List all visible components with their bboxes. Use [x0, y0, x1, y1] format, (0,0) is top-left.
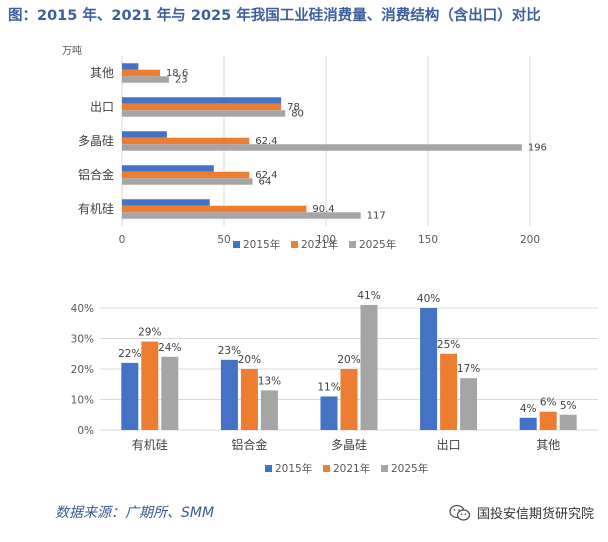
- bar-1: [122, 103, 282, 111]
- bar-2: [122, 144, 522, 151]
- data-label: 5%: [560, 400, 577, 412]
- data-label: 6%: [540, 397, 557, 409]
- data-label: 117: [367, 210, 386, 221]
- x-tick-label: 150: [418, 234, 438, 246]
- bar-0: [122, 63, 139, 70]
- data-label: 23: [175, 74, 188, 85]
- y-tick-label: 20%: [71, 364, 94, 376]
- consumption-structure-chart: 0%10%20%30%40%有机硅22%29%24%铝合金23%20%13%多晶…: [71, 290, 598, 475]
- legend-swatch-2: [381, 465, 388, 472]
- x-tick-label: 50: [217, 234, 230, 246]
- bar-0: [220, 359, 238, 430]
- bar-1: [122, 69, 160, 77]
- bar-0: [320, 396, 338, 430]
- bar-2: [460, 378, 478, 430]
- bar-1: [122, 137, 250, 145]
- unit-label: 万吨: [62, 44, 82, 57]
- legend-swatch-0: [265, 465, 272, 472]
- bar-1: [440, 353, 458, 430]
- data-label: 196: [528, 142, 547, 153]
- bar-0: [121, 362, 139, 430]
- bar-2: [122, 76, 169, 83]
- legend-label-0: 2015年: [275, 462, 312, 475]
- bar-0: [122, 199, 210, 206]
- bar-2: [122, 212, 361, 219]
- data-label: 64: [259, 176, 272, 187]
- data-label: 20%: [337, 354, 360, 366]
- category-label: 其他: [536, 438, 560, 452]
- data-label: 20%: [238, 354, 261, 366]
- bar-1: [340, 369, 358, 430]
- category-label: 出口: [437, 438, 461, 452]
- bar-1: [122, 171, 250, 179]
- category-label: 有机硅: [78, 202, 114, 216]
- data-label: 23%: [218, 345, 241, 357]
- bar-2: [360, 304, 378, 430]
- y-tick-label: 10%: [71, 395, 94, 407]
- category-label: 铝合金: [231, 437, 267, 452]
- data-label: 29%: [138, 327, 161, 339]
- legend-swatch-0: [233, 241, 240, 248]
- bar-2: [161, 356, 179, 430]
- data-label: 18.6: [166, 68, 188, 79]
- legend-label-0: 2015年: [243, 238, 280, 251]
- data-label: 78: [287, 102, 300, 113]
- bar-2: [122, 110, 286, 117]
- bar-1: [539, 411, 557, 430]
- bar-0: [420, 308, 438, 430]
- legend-swatch-2: [349, 241, 356, 248]
- data-label: 40%: [417, 293, 440, 305]
- page-title: 图：2015 年、2021 年与 2025 年我国工业硅消费量、消费结构（含出口…: [8, 8, 541, 24]
- legend-label-2: 2025年: [391, 462, 428, 475]
- data-source: 数据来源：广期所、SMM: [55, 505, 215, 521]
- bar-1: [122, 205, 307, 213]
- data-label: 25%: [437, 339, 460, 351]
- watermark-text: 国投安信期货研究院: [476, 507, 594, 522]
- bar-2: [559, 414, 577, 430]
- data-label: 80: [291, 108, 304, 119]
- category-label: 多晶硅: [331, 438, 367, 452]
- y-tick-label: 30%: [71, 334, 94, 346]
- legend-label-2: 2025年: [359, 238, 396, 251]
- data-label: 13%: [258, 375, 281, 387]
- bar-1: [141, 341, 159, 430]
- bar-0: [122, 165, 214, 172]
- legend-label-1: 2021年: [301, 238, 338, 251]
- legend-swatch-1: [291, 241, 298, 248]
- data-label: 22%: [118, 348, 141, 360]
- data-label: 4%: [520, 403, 537, 415]
- category-label: 有机硅: [132, 438, 168, 452]
- data-label: 41%: [357, 290, 380, 302]
- category-label: 铝合金: [78, 167, 114, 182]
- y-tick-label: 0%: [77, 425, 94, 437]
- x-tick-label: 0: [119, 234, 126, 246]
- data-label: 24%: [158, 342, 181, 354]
- legend-label-1: 2021年: [333, 462, 370, 475]
- data-label: 17%: [457, 363, 480, 375]
- y-tick-label: 40%: [71, 303, 94, 315]
- watermark: 国投安信期货研究院: [449, 503, 594, 522]
- legend-swatch-1: [323, 465, 330, 472]
- bar-2: [260, 390, 278, 430]
- data-label: 11%: [317, 381, 340, 393]
- bar-0: [122, 131, 167, 138]
- bar-0: [122, 97, 282, 104]
- data-label: 62.4: [255, 136, 277, 147]
- x-tick-label: 100: [316, 234, 336, 246]
- bar-0: [519, 417, 537, 430]
- data-label: 62.4: [255, 170, 277, 181]
- category-label: 其他: [90, 66, 114, 80]
- bar-2: [122, 178, 253, 185]
- data-label: 90.4: [312, 204, 334, 215]
- category-label: 出口: [90, 100, 114, 114]
- bar-1: [240, 369, 258, 430]
- x-tick-label: 200: [520, 234, 540, 246]
- wechat-icon: [449, 504, 471, 521]
- category-label: 多晶硅: [78, 134, 114, 148]
